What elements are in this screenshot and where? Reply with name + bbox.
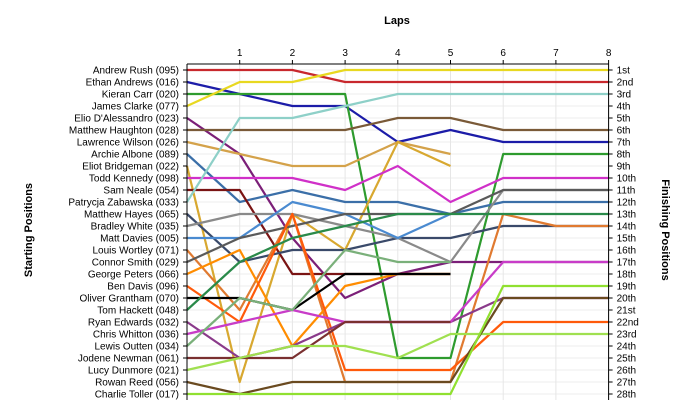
finishing-position-label: 18th: [617, 270, 636, 281]
driver-label: Jodene Newman (061): [78, 354, 179, 365]
lap-ticks: 1 2 3 4 5 6 7 8: [237, 48, 612, 64]
driver-label: Matthew Haughton (028): [69, 126, 179, 137]
driver-series-line: [186, 92, 609, 203]
starting-position-labels: Andrew Rush (095)Ethan Andrews (016)Kier…: [68, 66, 179, 401]
driver-series-line: [187, 284, 609, 396]
driver-series-line: [186, 153, 609, 216]
driver-label: Lewis Outten (034): [95, 342, 180, 353]
finishing-position-labels: 1st2nd3rd4th5th6th7th8th9th10th11th12th1…: [617, 66, 639, 401]
finishing-position-label: 3rd: [617, 90, 631, 101]
finishing-position-label: 17th: [617, 258, 636, 269]
finishing-position-label: 13th: [617, 210, 636, 221]
finishing-position-label: 12th: [617, 198, 636, 209]
driver-series-line: [186, 212, 609, 311]
finishing-position-label: 10th: [617, 174, 636, 185]
driver-series-line: [187, 200, 451, 240]
driver-label: Chris Whitton (036): [93, 330, 179, 341]
finishing-position-label: 8th: [617, 150, 631, 161]
finishing-position-label: 27th: [617, 378, 636, 389]
finishing-position-label: 24th: [617, 342, 636, 353]
x-axis-title: Laps: [384, 15, 410, 27]
driver-label: Connor Smith (029): [92, 258, 179, 269]
driver-label: Eliot Bridgeman (022): [82, 162, 179, 173]
driver-label: Ben Davis (096): [107, 282, 179, 293]
axes: [183, 63, 613, 400]
driver-label: Charlie Toller (017): [95, 390, 179, 401]
finishing-position-label: 7th: [617, 138, 631, 149]
driver-series-line: [187, 164, 609, 204]
x-tick-label: 3: [342, 48, 348, 59]
driver-label: Oliver Grantham (070): [80, 294, 179, 305]
driver-label: Matthew Hayes (065): [84, 210, 179, 221]
driver-series-line: [186, 140, 451, 168]
driver-series-line: [186, 68, 609, 108]
driver-series-line: [186, 212, 609, 372]
finishing-position-label: 19th: [617, 282, 636, 293]
x-tick-label: 8: [606, 48, 612, 59]
finishing-position-label: 28th: [617, 390, 636, 401]
x-tick-label: 5: [448, 48, 454, 59]
finishing-position-label: 25th: [617, 354, 636, 365]
x-tick-label: 4: [395, 48, 401, 59]
x-tick-label: 6: [500, 48, 506, 59]
driver-label: Tom Hackett (048): [97, 306, 179, 317]
x-tick-label: 2: [290, 48, 296, 59]
driver-series-line: [187, 68, 609, 84]
driver-label: Lawrence Wilson (026): [77, 138, 179, 149]
finishing-position-label: 14th: [617, 222, 636, 233]
x-tick-label: 7: [553, 48, 559, 59]
driver-label: George Peters (066): [88, 270, 179, 281]
driver-label: Louis Wortley (071): [92, 246, 179, 257]
driver-label: Andrew Rush (095): [93, 66, 179, 77]
driver-label: Todd Kennedy (098): [89, 174, 179, 185]
driver-label: Lucy Dunmore (021): [88, 366, 179, 377]
driver-label: Matt Davies (005): [100, 234, 179, 245]
driver-label: Kieran Carr (020): [102, 90, 179, 101]
driver-series: [185, 68, 609, 396]
driver-label: Ethan Andrews (016): [86, 78, 179, 89]
finishing-position-label: 9th: [617, 162, 631, 173]
right-axis-title: Finishing Positions: [659, 179, 671, 280]
finishing-position-label: 23rd: [617, 330, 637, 341]
driver-label: Sam Neale (054): [103, 186, 179, 197]
driver-label: James Clarke (077): [92, 102, 179, 113]
finishing-position-label: 16th: [617, 246, 636, 257]
driver-label: Archie Albone (089): [91, 150, 179, 161]
finishing-position-label: 2nd: [617, 78, 634, 89]
finishing-position-label: 4th: [617, 102, 631, 113]
driver-series-line: [187, 320, 451, 360]
driver-label: Patrycja Zabawska (033): [68, 198, 179, 209]
driver-series-line: [187, 272, 451, 312]
left-axis-title: Starting Positions: [23, 183, 35, 277]
driver-series-line: [186, 332, 609, 372]
finishing-position-label: 20th: [617, 294, 636, 305]
finishing-position-label: 5th: [617, 114, 631, 125]
driver-label: Ryan Edwards (032): [88, 318, 179, 329]
driver-series-line: [186, 296, 609, 396]
finishing-position-label: 15th: [617, 234, 636, 245]
x-tick-label: 1: [237, 48, 243, 59]
driver-series-line: [186, 248, 451, 347]
finishing-position-label: 22nd: [617, 318, 639, 329]
finishing-position-label: 21st: [617, 306, 636, 317]
finishing-position-label: 1st: [617, 66, 631, 77]
driver-series-line: [187, 116, 609, 132]
driver-label: Elio D'Alessandro (023): [74, 114, 179, 125]
finishing-position-label: 26th: [617, 366, 636, 377]
finishing-position-label: 6th: [617, 126, 631, 137]
driver-label: Rowan Reed (056): [95, 378, 179, 389]
finishing-position-label: 11th: [617, 186, 636, 197]
driver-label: Bradley White (035): [91, 222, 179, 233]
